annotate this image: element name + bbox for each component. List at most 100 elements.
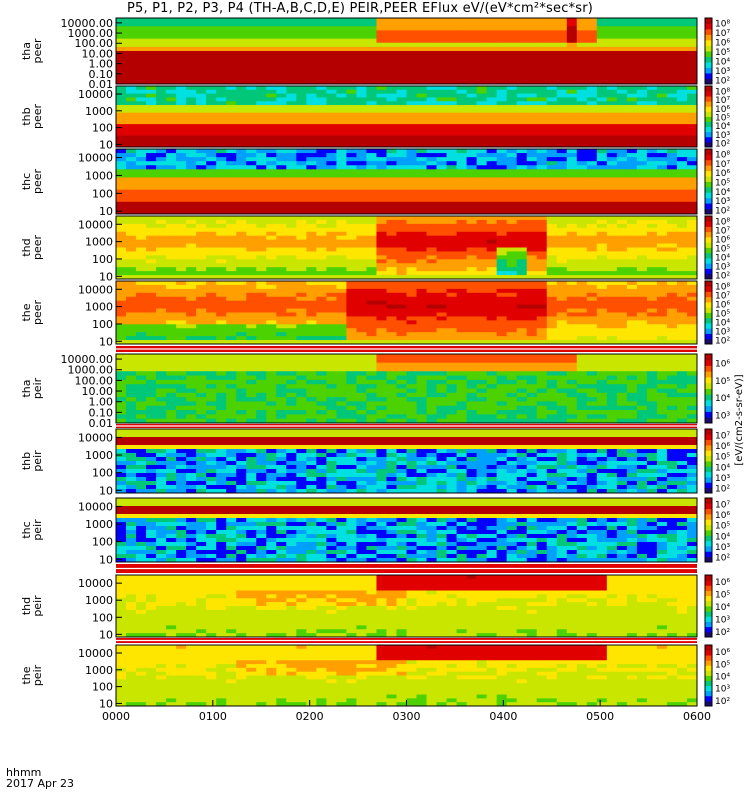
heatmap-cell — [606, 216, 618, 221]
heatmap-cell — [156, 362, 167, 368]
heatmap-cell — [386, 120, 397, 125]
heatmap-cell — [446, 227, 458, 233]
heatmap-cell — [476, 116, 488, 121]
heatmap-cell — [116, 124, 127, 129]
heatmap-cell — [576, 267, 588, 272]
heatmap-cell — [406, 157, 418, 162]
heatmap-cell — [636, 124, 648, 129]
heatmap-cell — [686, 271, 698, 276]
heatmap-cell — [316, 157, 327, 162]
heatmap-cell — [626, 255, 638, 260]
heatmap-cell — [526, 97, 538, 102]
heatmap-cell — [296, 165, 307, 170]
heatmap-cell — [626, 97, 638, 102]
heatmap-cell — [586, 336, 598, 341]
heatmap-cell — [336, 181, 347, 187]
heatmap-cell — [596, 71, 608, 77]
heatmap-cell — [366, 235, 377, 241]
heatmap-cell — [326, 97, 337, 102]
heatmap-cell — [376, 63, 387, 69]
heatmap-cell — [596, 243, 608, 248]
heatmap-cell — [126, 97, 137, 102]
heatmap-cell — [246, 18, 257, 23]
heatmap-cell — [536, 223, 548, 229]
heatmap-cell — [656, 93, 668, 98]
heatmap-cell — [396, 173, 407, 178]
heatmap-cell — [606, 362, 618, 368]
heatmap-cell — [366, 239, 377, 245]
heatmap-cell — [116, 34, 127, 40]
heatmap-cell — [436, 263, 448, 268]
heatmap-cell — [636, 275, 648, 280]
heatmap-cell — [446, 127, 458, 133]
heatmap-cell — [396, 108, 407, 114]
heatmap-cell — [456, 105, 468, 110]
heatmap-cell — [256, 26, 267, 31]
heatmap-cell — [286, 243, 297, 248]
heatmap-cell — [396, 97, 407, 102]
heatmap-cell — [626, 324, 638, 329]
heatmap-cell — [556, 316, 568, 321]
heatmap-cell — [426, 316, 438, 321]
heatmap-cell — [676, 42, 688, 48]
heatmap-cell — [576, 79, 588, 85]
heatmap-cell — [116, 292, 127, 298]
heatmap-cell — [516, 209, 528, 215]
heatmap-cell — [176, 243, 187, 248]
heatmap-cell — [126, 101, 137, 106]
heatmap-cell — [386, 34, 397, 40]
heatmap-cell — [656, 284, 668, 290]
heatmap-cell — [546, 89, 558, 95]
heatmap-cell — [176, 205, 187, 211]
heatmap-cell — [676, 201, 688, 207]
heatmap-cell — [526, 135, 538, 140]
heatmap-cell — [206, 108, 217, 114]
heatmap-cell — [116, 197, 127, 203]
heatmap-cell — [546, 55, 558, 60]
heatmap-cell — [396, 26, 407, 31]
heatmap-cell — [556, 308, 568, 313]
heatmap-cell — [246, 169, 257, 174]
heatmap-cell — [466, 181, 478, 187]
heatmap-cell — [366, 288, 377, 294]
heatmap-cell — [216, 316, 227, 321]
heatmap-cell — [416, 219, 428, 225]
heatmap-cell — [176, 284, 187, 290]
heatmap-cell — [396, 271, 407, 276]
heatmap-cell — [626, 251, 638, 256]
heatmap-cell — [196, 34, 207, 40]
heatmap-cell — [316, 79, 327, 85]
heatmap-cell — [606, 251, 618, 256]
heatmap-cell — [636, 46, 648, 52]
heatmap-cell — [236, 124, 247, 129]
heatmap-cell — [156, 216, 167, 221]
heatmap-cell — [386, 336, 397, 341]
heatmap-cell — [136, 30, 147, 36]
heatmap-cell — [546, 173, 558, 178]
heatmap-cell — [226, 209, 237, 215]
heatmap-cell — [636, 38, 648, 44]
heatmap-cell — [466, 127, 478, 133]
heatmap-cell — [276, 247, 287, 252]
heatmap-cell — [436, 131, 448, 137]
heatmap-cell — [206, 34, 217, 40]
heatmap-cell — [116, 259, 127, 264]
heatmap-cell — [496, 51, 508, 56]
heatmap-cell — [676, 177, 688, 182]
heatmap-cell — [656, 101, 668, 106]
heatmap-cell — [186, 86, 197, 91]
heatmap-cell — [486, 358, 498, 364]
heatmap-cell — [146, 26, 157, 31]
heatmap-cell — [166, 243, 177, 248]
heatmap-cell — [616, 46, 628, 52]
heatmap-cell — [216, 193, 227, 199]
heatmap-cell — [616, 55, 628, 60]
heatmap-cell — [556, 185, 568, 191]
heatmap-cell — [626, 38, 638, 44]
heatmap-cell — [326, 259, 337, 264]
heatmap-cell — [606, 263, 618, 268]
heatmap-cell — [136, 312, 147, 317]
heatmap-cell — [186, 131, 197, 137]
heatmap-cell — [436, 135, 448, 140]
heatmap-cell — [216, 185, 227, 191]
